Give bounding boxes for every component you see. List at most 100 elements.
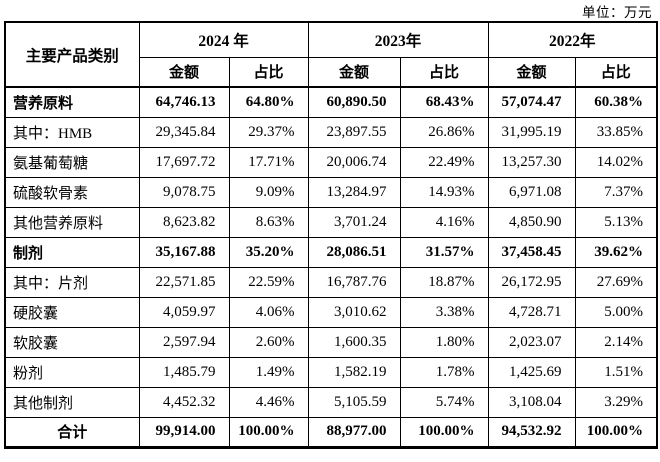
table-row-nutrition-materials: 营养原料 64,746.13 64.80% 60,890.50 68.43% 5… xyxy=(4,86,658,118)
amount-cell: 9,078.75 xyxy=(138,176,230,208)
corner-header-cell: 主要产品类别 xyxy=(4,21,140,88)
amount-cell: 22,571.85 xyxy=(138,266,230,298)
category-cell: 粉剂 xyxy=(4,356,140,388)
table-row-other-preparations: 其他制剂 4,452.32 4.46% 5,105.59 5.74% 3,108… xyxy=(4,386,658,418)
table-header-sub-row: 金额 占比 金额 占比 金额 占比 xyxy=(5,56,658,88)
ratio-cell: 4.46% xyxy=(228,386,309,418)
amount-header-2024: 金额 xyxy=(138,56,230,88)
amount-cell: 1,485.79 xyxy=(138,356,230,388)
amount-cell: 20,006.74 xyxy=(307,146,401,178)
amount-cell: 94,532.92 xyxy=(487,416,576,448)
ratio-cell: 22.59% xyxy=(228,266,309,298)
ratio-cell: 35.20% xyxy=(228,236,309,268)
ratio-cell: 5.74% xyxy=(399,386,489,418)
table-header-year-row: 主要产品类别 2024 年 2023年 2022年 xyxy=(4,21,658,88)
year-header-2024: 2024 年 xyxy=(138,21,309,58)
amount-cell: 13,257.30 xyxy=(487,146,576,178)
ratio-cell: 3.29% xyxy=(574,386,658,418)
amount-cell: 3,701.24 xyxy=(307,206,401,238)
year-header-2023: 2023年 xyxy=(307,21,489,58)
amount-cell: 4,452.32 xyxy=(138,386,230,418)
table-row-hmb: 其中：HMB 29,345.84 29.37% 23,897.55 26.86%… xyxy=(4,116,658,148)
amount-cell: 2,023.07 xyxy=(487,326,576,358)
amount-cell: 57,074.47 xyxy=(487,86,576,118)
category-cell: 其他营养原料 xyxy=(4,206,140,238)
category-cell: 其他制剂 xyxy=(4,386,140,418)
table-row-chondroitin-sulfate: 硫酸软骨素 9,078.75 9.09% 13,284.97 14.93% 6,… xyxy=(4,176,658,208)
category-cell: 制剂 xyxy=(4,236,140,268)
amount-cell: 64,746.13 xyxy=(138,86,230,118)
ratio-cell: 4.16% xyxy=(399,206,489,238)
ratio-cell: 8.63% xyxy=(228,206,309,238)
category-cell: 其中：片剂 xyxy=(4,266,140,298)
amount-cell: 3,010.62 xyxy=(307,296,401,328)
amount-cell: 4,850.90 xyxy=(487,206,576,238)
amount-cell: 5,105.59 xyxy=(307,386,401,418)
table-row-powders: 粉剂 1,485.79 1.49% 1,582.19 1.78% 1,425.6… xyxy=(4,356,658,388)
category-cell: 硬胶囊 xyxy=(4,296,140,328)
ratio-cell: 4.06% xyxy=(228,296,309,328)
category-cell: 软胶囊 xyxy=(4,326,140,358)
ratio-cell: 9.09% xyxy=(228,176,309,208)
amount-cell: 35,167.88 xyxy=(138,236,230,268)
ratio-cell: 39.62% xyxy=(574,236,658,268)
amount-cell: 4,059.97 xyxy=(138,296,230,328)
year-header-2022: 2022年 xyxy=(487,21,658,58)
amount-cell: 88,977.00 xyxy=(307,416,401,448)
ratio-cell: 1.80% xyxy=(399,326,489,358)
category-cell: 合计 xyxy=(4,416,140,448)
amount-cell: 13,284.97 xyxy=(307,176,401,208)
amount-cell: 37,458.45 xyxy=(487,236,576,268)
table-row-hard-capsules: 硬胶囊 4,059.97 4.06% 3,010.62 3.38% 4,728.… xyxy=(4,296,658,328)
amount-cell: 29,345.84 xyxy=(138,116,230,148)
amount-cell: 4,728.71 xyxy=(487,296,576,328)
amount-cell: 1,582.19 xyxy=(307,356,401,388)
ratio-cell: 1.51% xyxy=(574,356,658,388)
ratio-cell: 5.00% xyxy=(574,296,658,328)
ratio-cell: 2.60% xyxy=(228,326,309,358)
table-row-tablets: 其中：片剂 22,571.85 22.59% 16,787.76 18.87% … xyxy=(4,266,658,298)
amount-cell: 3,108.04 xyxy=(487,386,576,418)
product-category-table: 主要产品类别 2024 年 2023年 2022年 金额 占比 金额 占比 金额… xyxy=(4,21,659,449)
ratio-cell: 26.86% xyxy=(399,116,489,148)
unit-label: 单位：万元 xyxy=(582,5,652,20)
ratio-cell: 33.85% xyxy=(574,116,658,148)
table-row-preparations: 制剂 35,167.88 35.20% 28,086.51 31.57% 37,… xyxy=(4,236,658,268)
ratio-cell: 29.37% xyxy=(228,116,309,148)
amount-cell: 23,897.55 xyxy=(307,116,401,148)
ratio-cell: 100.00% xyxy=(399,416,489,448)
ratio-cell: 60.38% xyxy=(574,86,658,118)
amount-cell: 6,971.08 xyxy=(487,176,576,208)
ratio-cell: 31.57% xyxy=(399,236,489,268)
table-row-total: 合计 99,914.00 100.00% 88,977.00 100.00% 9… xyxy=(4,416,658,448)
table-row-glucosamine: 氨基葡萄糖 17,697.72 17.71% 20,006.74 22.49% … xyxy=(4,146,658,178)
ratio-cell: 1.49% xyxy=(228,356,309,388)
amount-cell: 16,787.76 xyxy=(307,266,401,298)
amount-cell: 1,600.35 xyxy=(307,326,401,358)
table-row-other-nutrition-materials: 其他营养原料 8,623.82 8.63% 3,701.24 4.16% 4,8… xyxy=(4,206,658,238)
amount-header-2023: 金额 xyxy=(307,56,401,88)
ratio-cell: 5.13% xyxy=(574,206,658,238)
amount-cell: 17,697.72 xyxy=(138,146,230,178)
category-cell: 氨基葡萄糖 xyxy=(4,146,140,178)
category-cell: 其中：HMB xyxy=(4,116,140,148)
ratio-header-2024: 占比 xyxy=(228,56,309,88)
amount-header-2022: 金额 xyxy=(487,56,576,88)
ratio-cell: 17.71% xyxy=(228,146,309,178)
ratio-header-2022: 占比 xyxy=(574,56,658,88)
category-cell: 营养原料 xyxy=(4,86,140,118)
amount-cell: 60,890.50 xyxy=(307,86,401,118)
ratio-cell: 68.43% xyxy=(399,86,489,118)
ratio-cell: 14.93% xyxy=(399,176,489,208)
amount-cell: 31,995.19 xyxy=(487,116,576,148)
ratio-cell: 14.02% xyxy=(574,146,658,178)
ratio-cell: 100.00% xyxy=(228,416,309,448)
ratio-cell: 18.87% xyxy=(399,266,489,298)
amount-cell: 99,914.00 xyxy=(138,416,230,448)
ratio-header-2023: 占比 xyxy=(399,56,489,88)
category-cell: 硫酸软骨素 xyxy=(4,176,140,208)
ratio-cell: 2.14% xyxy=(574,326,658,358)
amount-cell: 1,425.69 xyxy=(487,356,576,388)
ratio-cell: 3.38% xyxy=(399,296,489,328)
